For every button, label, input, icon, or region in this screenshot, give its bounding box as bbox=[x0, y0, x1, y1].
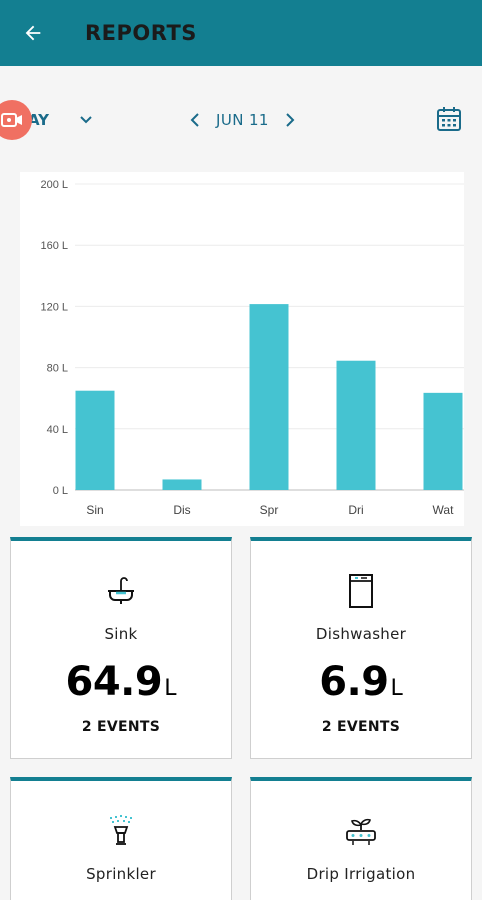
chevron-down-icon bbox=[80, 116, 92, 124]
usage-unit: L bbox=[164, 676, 177, 701]
y-tick-label: 80 L bbox=[47, 363, 68, 375]
report-toolbar: AY JUN 11 bbox=[0, 94, 482, 146]
x-tick-label: Dis bbox=[173, 503, 190, 517]
y-tick-label: 160 L bbox=[40, 240, 68, 252]
y-tick-label: 0 L bbox=[53, 485, 68, 497]
bar-dis[interactable] bbox=[162, 479, 202, 490]
fixture-card-dishwasher[interactable]: Dishwasher 6.9L 2 EVENTS bbox=[250, 537, 472, 759]
bar-dri[interactable] bbox=[336, 360, 376, 490]
app-bar: REPORTS bbox=[0, 0, 482, 66]
water-usage-chart: 0 L 40 L 80 L 120 L 160 L 200 L Sin Dis Spr Dri Wa… bbox=[20, 172, 464, 526]
fixture-card-sink[interactable]: Sink 64.9L 2 EVENTS bbox=[10, 537, 232, 759]
y-tick-label: 120 L bbox=[40, 301, 68, 313]
y-tick-label: 200 L bbox=[40, 179, 68, 191]
drip-irrigation-icon bbox=[341, 811, 381, 851]
dishwasher-icon bbox=[341, 571, 381, 611]
back-button[interactable] bbox=[0, 0, 66, 66]
x-tick-label: Wat bbox=[433, 503, 455, 517]
x-tick-label: Spr bbox=[260, 503, 279, 517]
fixture-card-drip-irrigation[interactable]: Drip Irrigation bbox=[250, 777, 472, 900]
bar-sin[interactable] bbox=[75, 390, 115, 490]
period-label: AY bbox=[28, 111, 50, 129]
fixture-name: Sprinkler bbox=[86, 865, 156, 883]
date-navigator: JUN 11 bbox=[184, 94, 301, 146]
x-tick-label: Dri bbox=[348, 503, 363, 517]
fixture-name: Sink bbox=[104, 625, 138, 643]
fixture-usage: 6.9L bbox=[251, 659, 471, 705]
x-tick-label: Sin bbox=[86, 503, 103, 517]
sink-icon bbox=[101, 571, 141, 611]
screen-record-button[interactable] bbox=[0, 100, 32, 140]
sprinkler-icon bbox=[101, 811, 141, 851]
fixture-name: Dishwasher bbox=[315, 625, 407, 643]
event-count: 2 EVENTS bbox=[81, 719, 161, 735]
video-camera-icon bbox=[1, 113, 22, 127]
chevron-right-icon bbox=[286, 113, 295, 127]
usage-value: 6.9 bbox=[319, 659, 389, 705]
fixture-usage: 64.9L bbox=[11, 659, 231, 705]
next-date-button[interactable] bbox=[279, 94, 301, 146]
page-title: REPORTS bbox=[85, 21, 197, 45]
bar-wat[interactable] bbox=[423, 392, 463, 490]
fixture-name: Drip Irrigation bbox=[306, 865, 416, 883]
chevron-left-icon bbox=[190, 113, 199, 127]
calendar-icon bbox=[437, 107, 461, 131]
bar-spr[interactable] bbox=[249, 304, 289, 490]
bar-chart: 0 L 40 L 80 L 120 L 160 L 200 L Sin Dis Spr Dri Wa… bbox=[40, 179, 464, 517]
calendar-button[interactable] bbox=[436, 106, 464, 134]
current-date: JUN 11 bbox=[216, 111, 269, 129]
arrow-left-icon bbox=[25, 25, 41, 41]
usage-unit: L bbox=[390, 676, 403, 701]
event-count: 2 EVENTS bbox=[321, 719, 401, 735]
period-dropdown[interactable]: AY bbox=[0, 94, 93, 146]
y-tick-label: 40 L bbox=[47, 424, 68, 436]
usage-value: 64.9 bbox=[65, 659, 163, 705]
fixture-card-sprinkler[interactable]: Sprinkler bbox=[10, 777, 232, 900]
previous-date-button[interactable] bbox=[184, 94, 206, 146]
